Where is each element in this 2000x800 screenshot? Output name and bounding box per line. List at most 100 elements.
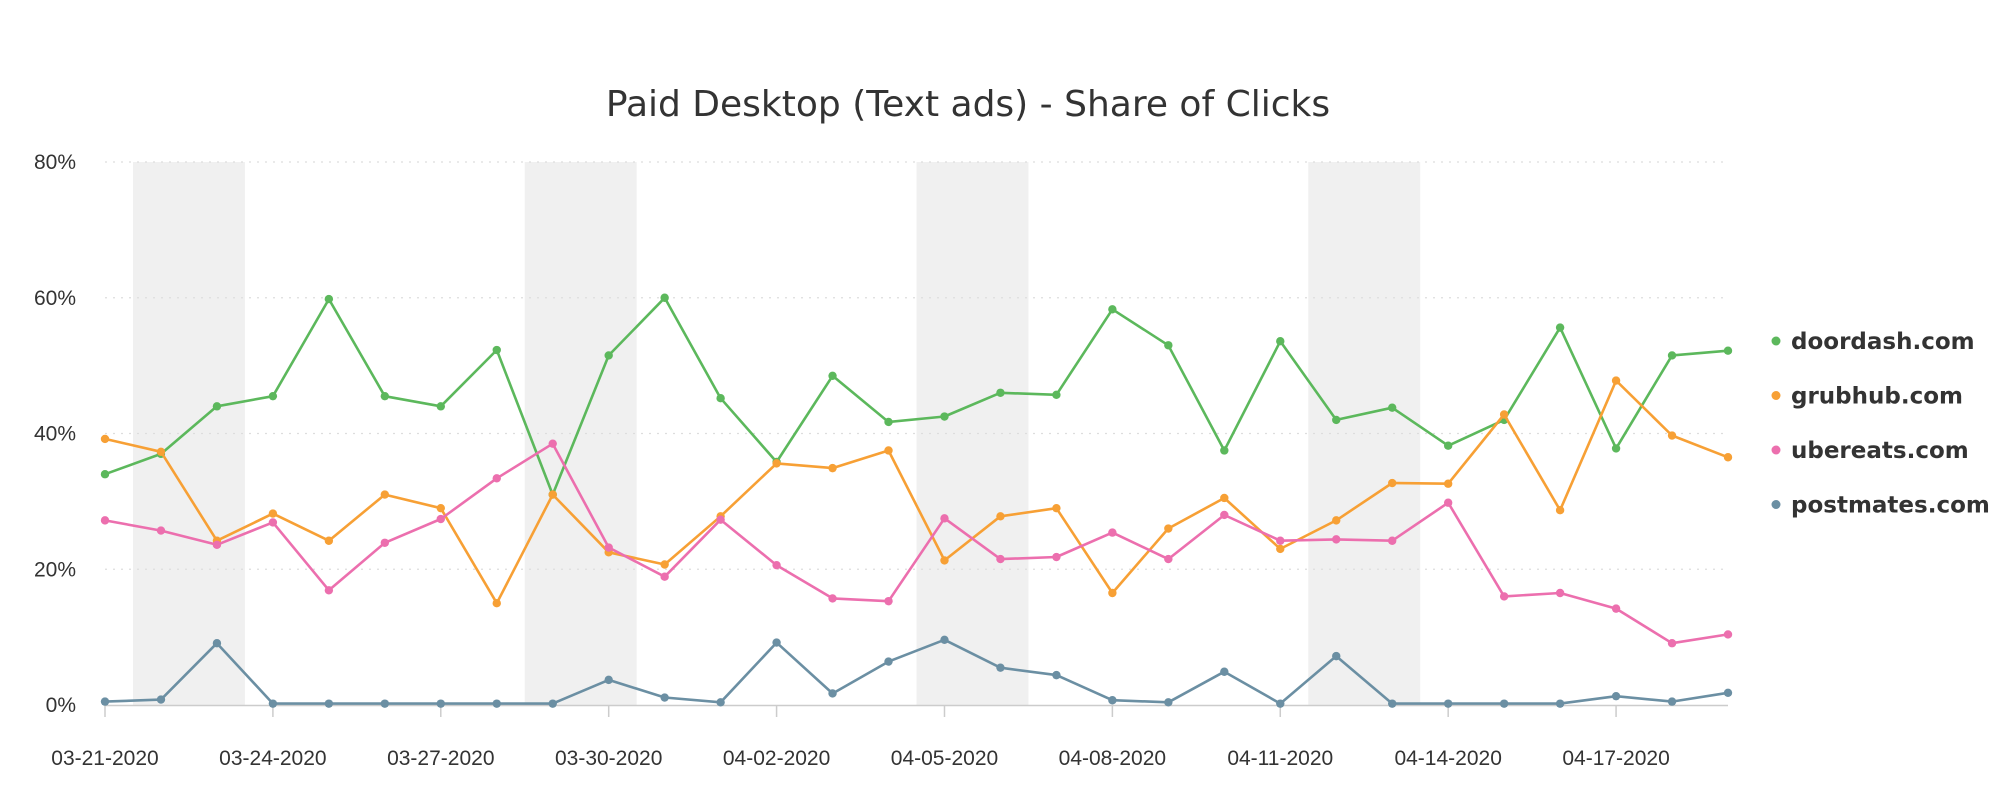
grubhub-point[interactable] <box>828 463 837 473</box>
grubhub-point[interactable] <box>324 536 334 545</box>
legend-item-ubereats[interactable]: ubereats.com <box>1771 438 1969 464</box>
ubereats-point[interactable] <box>380 538 390 547</box>
doordash-point[interactable] <box>940 412 949 421</box>
doordash-point[interactable] <box>1108 305 1117 314</box>
ubereats-point[interactable] <box>884 596 893 606</box>
doordash-point[interactable] <box>100 470 110 479</box>
postmates-point[interactable] <box>1667 697 1677 706</box>
ubereats-point[interactable] <box>1499 592 1509 601</box>
ubereats-point[interactable] <box>1667 639 1677 648</box>
grubhub-point[interactable] <box>380 490 390 499</box>
doordash-point[interactable] <box>1443 441 1453 450</box>
ubereats-point[interactable] <box>156 526 166 535</box>
grubhub-point[interactable] <box>492 598 501 608</box>
postmates-point[interactable] <box>100 697 110 706</box>
postmates-point[interactable] <box>1332 651 1341 661</box>
doordash-point[interactable] <box>1611 444 1621 453</box>
postmates-point[interactable] <box>1499 699 1509 708</box>
grubhub-point[interactable] <box>1108 588 1117 598</box>
postmates-point[interactable] <box>940 635 949 645</box>
postmates-point[interactable] <box>324 699 334 708</box>
postmates-point[interactable] <box>1052 670 1061 680</box>
postmates-point[interactable] <box>604 675 613 685</box>
ubereats-point[interactable] <box>548 439 557 448</box>
ubereats-point[interactable] <box>660 572 669 581</box>
grubhub-point[interactable] <box>940 556 949 565</box>
postmates-point[interactable] <box>828 689 837 698</box>
postmates-point[interactable] <box>772 638 781 647</box>
ubereats-point[interactable] <box>324 586 334 595</box>
grubhub-point[interactable] <box>548 490 557 499</box>
postmates-point[interactable] <box>1555 699 1565 708</box>
postmates-point[interactable] <box>212 639 222 648</box>
ubereats-point[interactable] <box>492 474 501 483</box>
doordash-point[interactable] <box>1164 341 1173 350</box>
grubhub-point[interactable] <box>1052 503 1061 513</box>
doordash-point[interactable] <box>828 371 837 381</box>
doordash-point[interactable] <box>1555 323 1565 332</box>
grubhub-point[interactable] <box>1220 493 1229 503</box>
doordash-point[interactable] <box>1220 446 1229 455</box>
grubhub-point[interactable] <box>436 503 445 513</box>
doordash-point[interactable] <box>1332 415 1341 425</box>
ubereats-point[interactable] <box>1555 588 1565 598</box>
ubereats-point[interactable] <box>100 516 110 525</box>
ubereats-point[interactable] <box>1220 510 1229 520</box>
grubhub-point[interactable] <box>884 446 893 455</box>
ubereats-point[interactable] <box>212 540 222 550</box>
grubhub-point[interactable] <box>1164 524 1173 533</box>
ubereats-point[interactable] <box>1388 536 1397 545</box>
grubhub-point[interactable] <box>100 434 110 444</box>
ubereats-point[interactable] <box>1276 536 1285 545</box>
ubereats-point[interactable] <box>1443 498 1453 507</box>
ubereats-point[interactable] <box>604 543 613 552</box>
ubereats-point[interactable] <box>436 514 445 524</box>
postmates-point[interactable] <box>1220 667 1229 676</box>
ubereats-point[interactable] <box>1164 554 1173 564</box>
postmates-point[interactable] <box>1388 699 1397 708</box>
postmates-point[interactable] <box>716 698 725 707</box>
legend-item-doordash[interactable]: doordash.com <box>1771 329 1975 355</box>
grubhub-point[interactable] <box>1667 431 1677 440</box>
grubhub-point[interactable] <box>1723 453 1733 462</box>
doordash-point[interactable] <box>996 388 1005 397</box>
doordash-point[interactable] <box>436 402 445 411</box>
doordash-point[interactable] <box>1723 346 1733 355</box>
postmates-point[interactable] <box>1108 696 1117 705</box>
grubhub-line[interactable] <box>104 379 1729 605</box>
postmates-point[interactable] <box>1723 688 1733 697</box>
doordash-point[interactable] <box>716 394 725 403</box>
grubhub-point[interactable] <box>660 560 669 569</box>
grubhub-point[interactable] <box>1332 516 1341 525</box>
doordash-point[interactable] <box>380 391 390 401</box>
postmates-point[interactable] <box>1611 691 1621 701</box>
series-grubhub[interactable] <box>100 376 1733 608</box>
ubereats-point[interactable] <box>828 594 837 603</box>
series-postmates[interactable] <box>100 635 1733 708</box>
postmates-point[interactable] <box>660 693 669 702</box>
ubereats-point[interactable] <box>1108 528 1117 537</box>
postmates-point[interactable] <box>996 663 1005 672</box>
postmates-point[interactable] <box>268 699 278 708</box>
ubereats-point[interactable] <box>1611 604 1621 613</box>
doordash-point[interactable] <box>1667 351 1677 360</box>
doordash-point[interactable] <box>268 391 278 401</box>
ubereats-point[interactable] <box>940 514 949 523</box>
doordash-point[interactable] <box>324 294 334 304</box>
postmates-point[interactable] <box>1443 699 1453 708</box>
legend-item-grubhub[interactable]: grubhub.com <box>1771 384 1964 410</box>
ubereats-point[interactable] <box>1723 630 1733 639</box>
doordash-point[interactable] <box>1052 390 1061 400</box>
ubereats-point[interactable] <box>716 515 725 524</box>
postmates-point[interactable] <box>436 699 445 708</box>
postmates-point[interactable] <box>884 657 893 666</box>
postmates-point[interactable] <box>1276 699 1285 708</box>
doordash-point[interactable] <box>604 351 613 360</box>
grubhub-point[interactable] <box>772 459 781 468</box>
grubhub-point[interactable] <box>996 512 1005 521</box>
grubhub-point[interactable] <box>1276 544 1285 554</box>
postmates-point[interactable] <box>156 695 166 704</box>
ubereats-line[interactable] <box>104 442 1729 645</box>
ubereats-point[interactable] <box>268 518 278 527</box>
grubhub-point[interactable] <box>1499 410 1509 419</box>
